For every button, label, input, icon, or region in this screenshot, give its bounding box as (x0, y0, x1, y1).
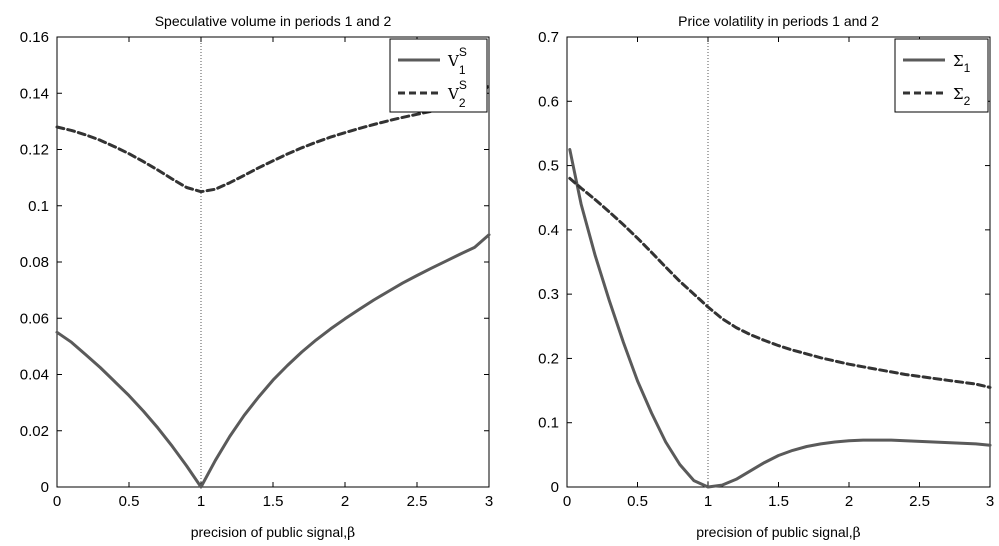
x-tick-label: 0.5 (627, 493, 648, 510)
y-tick-label: 0.08 (20, 254, 49, 271)
x-axis-label-text: precision of public signal, (696, 524, 852, 540)
y-tick-label: 0.6 (538, 93, 559, 110)
x-tick-label: 1 (704, 493, 712, 510)
y-tick-label: 0.04 (20, 367, 49, 384)
legend-label-sub: 1 (459, 63, 466, 77)
legend-label-2: Σ2 (953, 85, 971, 108)
x-tick-label: 2 (341, 493, 349, 510)
x-tick-label: 1.5 (263, 493, 284, 510)
series-line-1 (568, 148, 992, 489)
x-tick-label: 0 (563, 493, 571, 510)
chart-panel-2: Price volatility in periods 1 and 2 0 0.5 1… (538, 13, 994, 541)
x-tick-label: 2.5 (407, 493, 428, 510)
legend-label-sub: 1 (964, 61, 971, 75)
x-axis-label-symbol: β (347, 525, 355, 541)
chart-panel-1: Speculative volume in periods 1 and 2 0 0.… (20, 13, 493, 541)
y-tick-label: 0.2 (538, 350, 559, 367)
legend-label-sub: 2 (964, 94, 971, 108)
chart-title: Speculative volume in periods 1 and 2 (155, 13, 392, 29)
x-tick-label: 2 (845, 493, 853, 510)
y-tick-label: 0.12 (20, 142, 49, 159)
x-tick-label: 0.5 (119, 493, 140, 510)
legend-label-name: Σ (953, 85, 964, 103)
y-tick-label: 0.1 (28, 198, 49, 215)
legend-label-2: VS 2 (447, 78, 467, 110)
legend-label-1: Σ1 (953, 52, 971, 75)
y-tick-label: 0.7 (538, 29, 559, 46)
legend-label-name: V (447, 52, 460, 70)
x-axis-label: precision of public signal,β (696, 524, 861, 541)
series-line-1 (55, 233, 491, 489)
legend-box (389, 38, 488, 113)
chart-title: Price volatility in periods 1 and 2 (678, 13, 879, 29)
y-tick-label: 0.14 (20, 85, 49, 102)
legend-label-sub: 2 (459, 96, 466, 110)
x-axis-label-symbol: β (853, 525, 861, 541)
legend-label-sup: S (459, 45, 467, 59)
x-tick-label: 2.5 (909, 493, 930, 510)
legend-label-sup: S (459, 78, 467, 92)
y-tick-label: 0.16 (20, 29, 49, 46)
x-tick-label: 3 (986, 493, 994, 510)
series-line-2 (55, 83, 491, 194)
x-tick-label: 1.5 (768, 493, 789, 510)
y-tick-label: 0.5 (538, 158, 559, 175)
y-tick-label: 0.1 (538, 415, 559, 432)
x-axis-label: precision of public signal,β (191, 524, 356, 541)
y-tick-label: 0 (551, 479, 559, 496)
y-tick-label: 0.02 (20, 423, 49, 440)
legend-label-name: Σ (953, 52, 964, 70)
y-tick-label: 0 (41, 479, 49, 496)
x-tick-label: 1 (197, 493, 205, 510)
y-tick-label: 0.4 (538, 222, 559, 239)
y-tick-label: 0.06 (20, 310, 49, 327)
legend-box (894, 38, 989, 113)
x-axis-label-text: precision of public signal, (191, 524, 347, 540)
x-tick-label: 0 (53, 493, 61, 510)
y-tick-label: 0.3 (538, 286, 559, 303)
x-tick-label: 3 (485, 493, 493, 510)
legend-label-1: VS 1 (447, 45, 467, 77)
legend: VS 1VS 2 (389, 38, 488, 113)
legend-label-name: V (447, 85, 460, 103)
series-line-2 (568, 176, 992, 389)
